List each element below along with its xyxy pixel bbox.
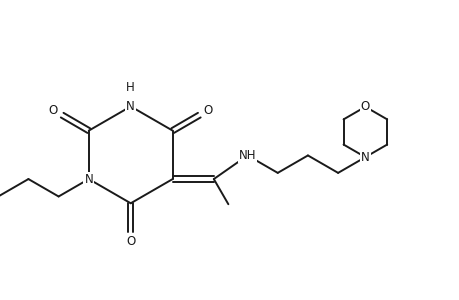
Text: NH: NH [238,149,256,162]
Text: N: N [360,151,369,164]
Text: O: O [49,104,58,117]
Text: H: H [126,81,135,94]
Text: O: O [203,104,212,117]
Text: N: N [360,151,369,164]
Text: N: N [84,172,93,186]
Text: O: O [360,100,369,113]
Text: N: N [126,100,135,113]
Text: O: O [126,235,135,248]
